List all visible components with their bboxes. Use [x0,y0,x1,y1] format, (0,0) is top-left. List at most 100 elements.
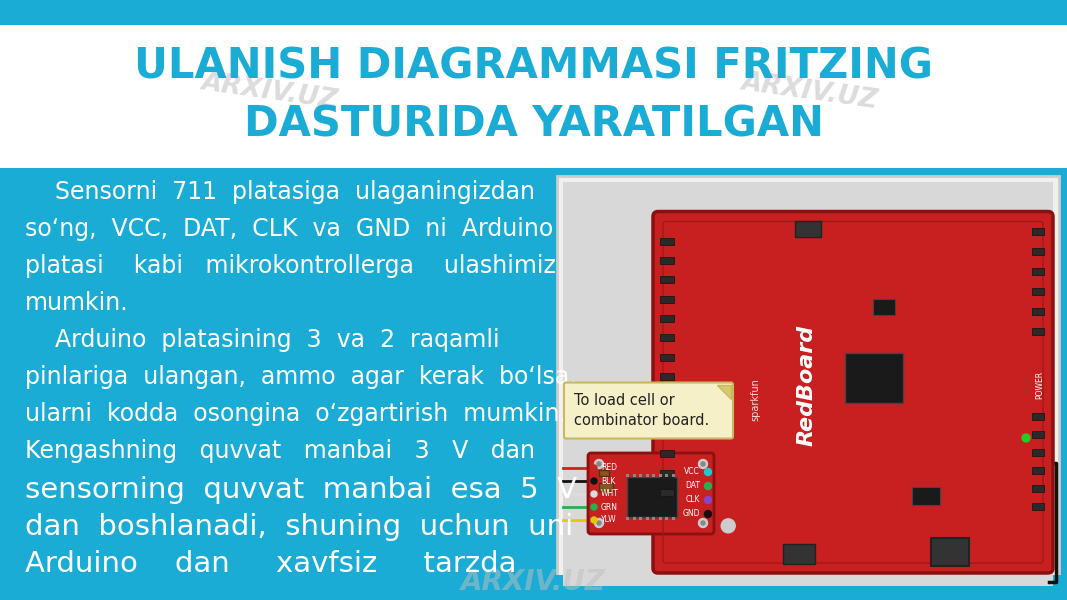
Bar [1032,248,1044,254]
Text: RED: RED [601,463,617,473]
Text: VCC: VCC [684,467,700,476]
Text: Kengashning   quvvat   manbai   3   V   dan: Kengashning quvvat manbai 3 V dan [25,439,535,463]
Bar [660,238,674,245]
Circle shape [699,460,707,469]
Bar [658,517,662,520]
Text: RedBoard: RedBoard [796,325,816,446]
Bar [1032,503,1044,511]
Bar [873,299,894,315]
Bar [563,182,1053,586]
Circle shape [704,482,712,490]
Bar [1032,467,1044,475]
Bar [627,477,676,517]
Circle shape [701,462,705,466]
Bar [0,168,1067,600]
Bar [671,517,674,520]
Bar [660,257,674,264]
Bar [665,474,668,477]
Circle shape [704,511,712,517]
Circle shape [704,469,712,475]
Text: GRN: GRN [601,503,618,511]
Text: To load cell or: To load cell or [574,392,674,407]
Text: combinator board.: combinator board. [574,413,710,428]
Text: GND: GND [683,509,700,518]
Bar [652,517,655,520]
Bar [931,538,969,566]
Text: so‘ng,  VCC,  DAT,  CLK  va  GND  ni  Arduino: so‘ng, VCC, DAT, CLK va GND ni Arduino [25,217,554,241]
Bar [626,517,630,520]
Bar [626,474,630,477]
Text: mumkin.: mumkin. [25,291,129,315]
Bar [1032,328,1044,335]
Bar [1032,485,1044,493]
Bar [658,474,662,477]
Bar [0,575,1067,600]
Bar [1032,449,1044,457]
Circle shape [591,517,598,523]
Bar [660,373,674,380]
Bar [660,296,674,302]
Bar [660,315,674,322]
Bar [660,412,674,419]
Bar [599,483,614,491]
Bar [646,474,649,477]
Bar [660,431,674,438]
FancyBboxPatch shape [564,383,733,439]
Bar [1032,227,1044,235]
Bar [1032,413,1044,421]
Bar [671,474,674,477]
Bar [633,474,636,477]
Circle shape [594,518,604,527]
Bar [795,221,821,236]
Bar [639,517,642,520]
Text: platasi    kabi   mikrokontrollerga    ulashimiz: platasi kabi mikrokontrollerga ulashimiz [25,254,556,278]
Text: Arduino    dan     xavfsiz     tarzda: Arduino dan xavfsiz tarzda [25,550,516,578]
Text: sparkfun: sparkfun [750,378,761,421]
Text: ARXIV.UZ: ARXIV.UZ [200,69,340,114]
Bar [660,450,674,457]
Bar [660,392,674,399]
Bar [639,474,642,477]
Circle shape [591,491,598,497]
Text: ularni  kodda  osongina  o‘zgartirish  mumkin.: ularni kodda osongina o‘zgartirish mumki… [25,402,567,426]
Text: sensorning  quvvat  manbai  esa  5  V: sensorning quvvat manbai esa 5 V [25,476,577,504]
Text: DASTURIDA YARATILGAN: DASTURIDA YARATILGAN [243,103,824,145]
Bar [646,517,649,520]
Circle shape [699,518,707,527]
Bar [633,517,636,520]
Polygon shape [717,385,731,398]
Bar [0,25,1067,168]
Circle shape [591,504,598,510]
Circle shape [721,519,735,533]
Circle shape [594,460,604,469]
Circle shape [591,478,598,484]
Bar [599,470,609,476]
Circle shape [598,462,601,466]
Text: WHT: WHT [601,490,619,499]
FancyBboxPatch shape [588,453,714,534]
Bar [845,353,903,403]
Text: ULANISH DIAGRAMMASI FRITZING: ULANISH DIAGRAMMASI FRITZING [134,46,933,88]
Text: Arduino  platasining  3  va  2  raqamli: Arduino platasining 3 va 2 raqamli [25,328,499,352]
Bar [911,487,940,505]
Bar [660,334,674,341]
Bar [0,0,1067,25]
Bar [1032,431,1044,439]
Bar [665,517,668,520]
Text: ARXIV.UZ: ARXIV.UZ [461,568,606,596]
Circle shape [591,465,598,471]
Text: BLK: BLK [601,476,616,485]
Text: POWER: POWER [1035,371,1045,399]
Bar [1032,268,1044,275]
Text: Sensorni  711  platasiga  ulaganingizdan: Sensorni 711 platasiga ulaganingizdan [25,180,535,204]
Bar [1032,308,1044,314]
Bar [660,489,674,496]
Circle shape [598,521,601,525]
Text: dan  boshlanadi,  shuning  uchun  uni: dan boshlanadi, shuning uchun uni [25,513,573,541]
Circle shape [1022,434,1030,442]
Bar [1032,287,1044,295]
Bar [660,353,674,361]
FancyBboxPatch shape [653,212,1053,573]
Text: DAT: DAT [685,481,700,491]
Bar [660,470,674,476]
